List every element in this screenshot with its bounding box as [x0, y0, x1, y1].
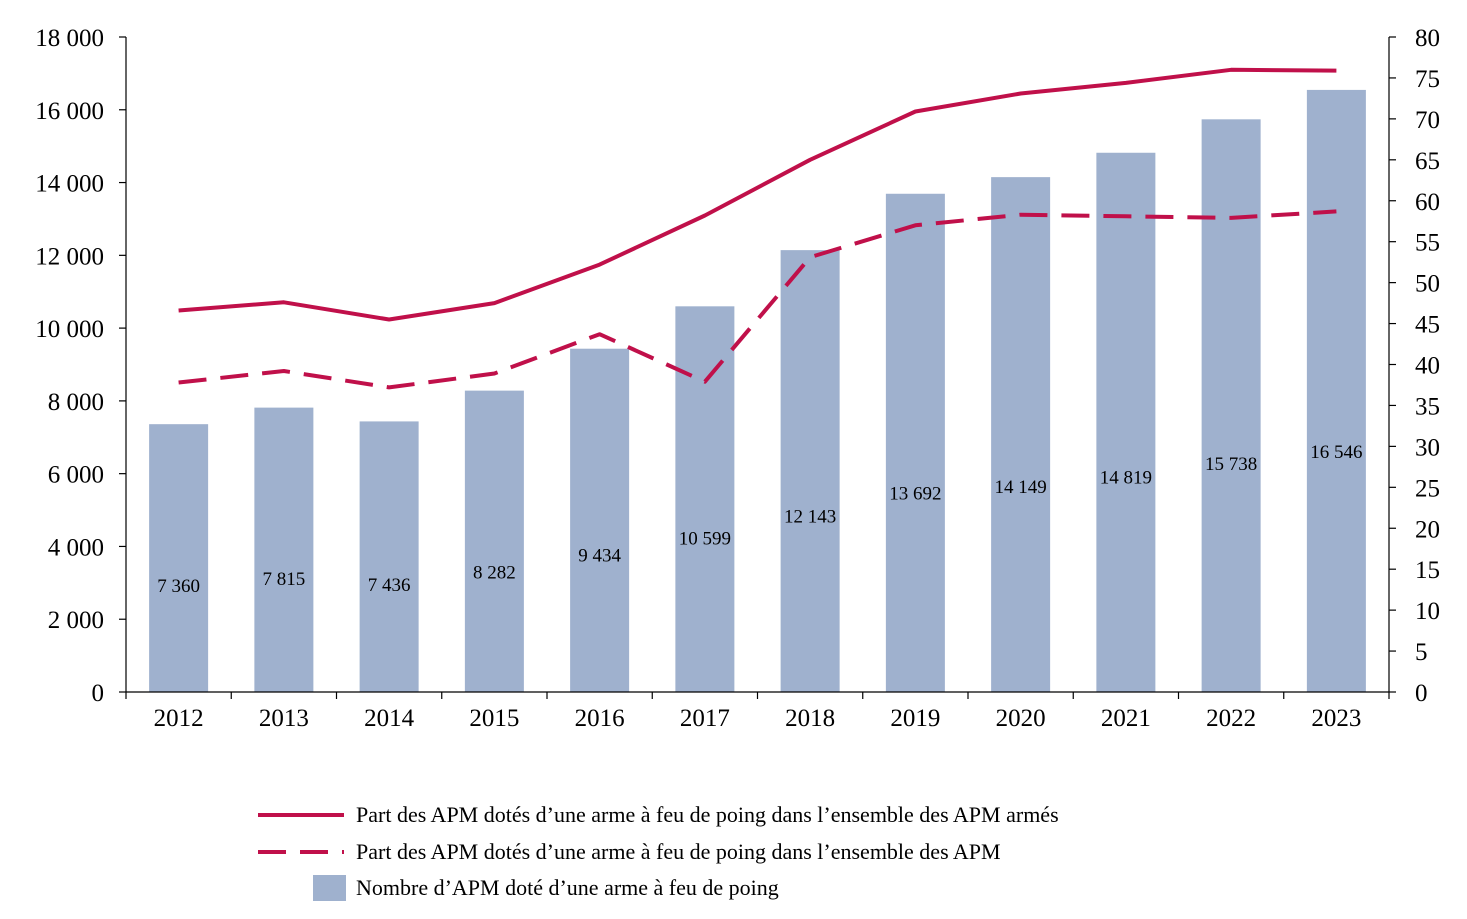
- y-left-tick-label: 14 000: [35, 171, 104, 198]
- y-left-tick-label: 10 000: [35, 316, 104, 343]
- bar-data-label-2019: 13 692: [889, 484, 941, 505]
- y-left-tick-label: 12 000: [35, 243, 104, 270]
- bar-data-label-2017: 10 599: [679, 529, 731, 550]
- legend-label: Nombre d’APM doté d’une arme à feu de po…: [356, 875, 779, 900]
- bar-2016: [570, 348, 630, 692]
- bar-2013: [254, 407, 314, 692]
- x-tick-label-2012: 2012: [154, 705, 204, 732]
- bar-2022: [1201, 119, 1261, 693]
- y-right-tick-label: 65: [1415, 148, 1440, 175]
- series-line-solid: [178, 67, 1337, 322]
- y-right-tick-label: 0: [1415, 680, 1428, 707]
- bar-2014: [359, 421, 419, 692]
- bar-2020: [991, 177, 1051, 692]
- y-right-tick-label: 20: [1415, 516, 1440, 543]
- bar-data-label-2013: 7 815: [263, 569, 306, 590]
- x-tick-label-2014: 2014: [364, 705, 415, 732]
- x-tick-label-2017: 2017: [680, 705, 730, 732]
- bar-data-label-2020: 14 149: [995, 477, 1047, 498]
- x-tick-label-2020: 2020: [996, 705, 1046, 732]
- bar-2021: [1096, 152, 1156, 692]
- legend-label: Part des APM dotés d’une arme à feu de p…: [356, 839, 1001, 864]
- bar-data-label-2012: 7 360: [157, 576, 200, 597]
- y-right-tick-label: 10: [1415, 598, 1440, 625]
- legend-swatch-bar: [313, 875, 346, 901]
- bar-data-label-2021: 14 819: [1100, 467, 1152, 488]
- bar-2019: [885, 193, 945, 692]
- x-tick-label-2019: 2019: [890, 705, 940, 732]
- bar-data-label-2014: 7 436: [368, 575, 411, 596]
- y-right-tick-label: 55: [1415, 230, 1440, 257]
- y-right-tick-label: 5: [1415, 639, 1428, 666]
- x-tick-label-2015: 2015: [469, 705, 519, 732]
- x-tick-label-2021: 2021: [1101, 705, 1151, 732]
- bar-data-labels: 7 360 7 815 7 436 8 282 9 434 10 599 12 143 13 …: [157, 442, 1362, 597]
- legend: Part des APM dotés d’une arme à feu de p…: [258, 802, 1059, 901]
- y-right-tick-label: 25: [1415, 475, 1440, 502]
- y-left-tick-label: 18 000: [35, 25, 104, 52]
- y-right-tick-label: 50: [1415, 271, 1440, 298]
- series-line-dashed: [178, 209, 1337, 390]
- bar-2023: [1306, 89, 1366, 693]
- bar-2018: [780, 250, 840, 693]
- bar-data-label-2016: 9 434: [578, 546, 621, 567]
- y-right-tick-label: 60: [1415, 189, 1440, 216]
- bars: [149, 89, 1366, 693]
- bar-data-label-2018: 12 143: [784, 506, 836, 527]
- y-left-tick-label: 6 000: [48, 462, 104, 489]
- y-right-tick-label: 15: [1415, 557, 1440, 584]
- x-tick-label-2016: 2016: [575, 705, 625, 732]
- axes: 0 2 000 4 000 6 000 8 000 10 000 12 000 14 000 1…: [35, 25, 1440, 732]
- bar-2012: [149, 424, 209, 692]
- bar-data-label-2022: 15 738: [1205, 454, 1257, 475]
- y-right-tick-label: 70: [1415, 107, 1440, 134]
- y-right-tick-label: 45: [1415, 312, 1440, 339]
- y-left-tick-label: 16 000: [35, 98, 104, 125]
- y-left-tick-label: 0: [92, 680, 105, 707]
- bar-data-label-2023: 16 546: [1310, 442, 1362, 463]
- lines: [178, 67, 1337, 390]
- y-left-tick-label: 4 000: [48, 534, 104, 561]
- bar-2015: [464, 390, 524, 692]
- y-right-tick-label: 80: [1415, 25, 1440, 52]
- y-left-tick-label: 2 000: [48, 607, 104, 634]
- x-tick-label-2023: 2023: [1311, 705, 1361, 732]
- x-tick-label-2013: 2013: [259, 705, 309, 732]
- legend-label: Part des APM dotés d’une arme à feu de p…: [356, 802, 1059, 827]
- y-right-tick-label: 40: [1415, 353, 1440, 380]
- bar-data-label-2015: 8 282: [473, 562, 516, 583]
- x-tick-label-2022: 2022: [1206, 705, 1256, 732]
- bar-2017: [675, 306, 735, 692]
- x-tick-label-2018: 2018: [785, 705, 835, 732]
- y-left-tick-label: 8 000: [48, 389, 104, 416]
- y-right-tick-label: 75: [1415, 66, 1440, 93]
- y-right-tick-label: 35: [1415, 393, 1440, 420]
- y-right-tick-label: 30: [1415, 434, 1440, 461]
